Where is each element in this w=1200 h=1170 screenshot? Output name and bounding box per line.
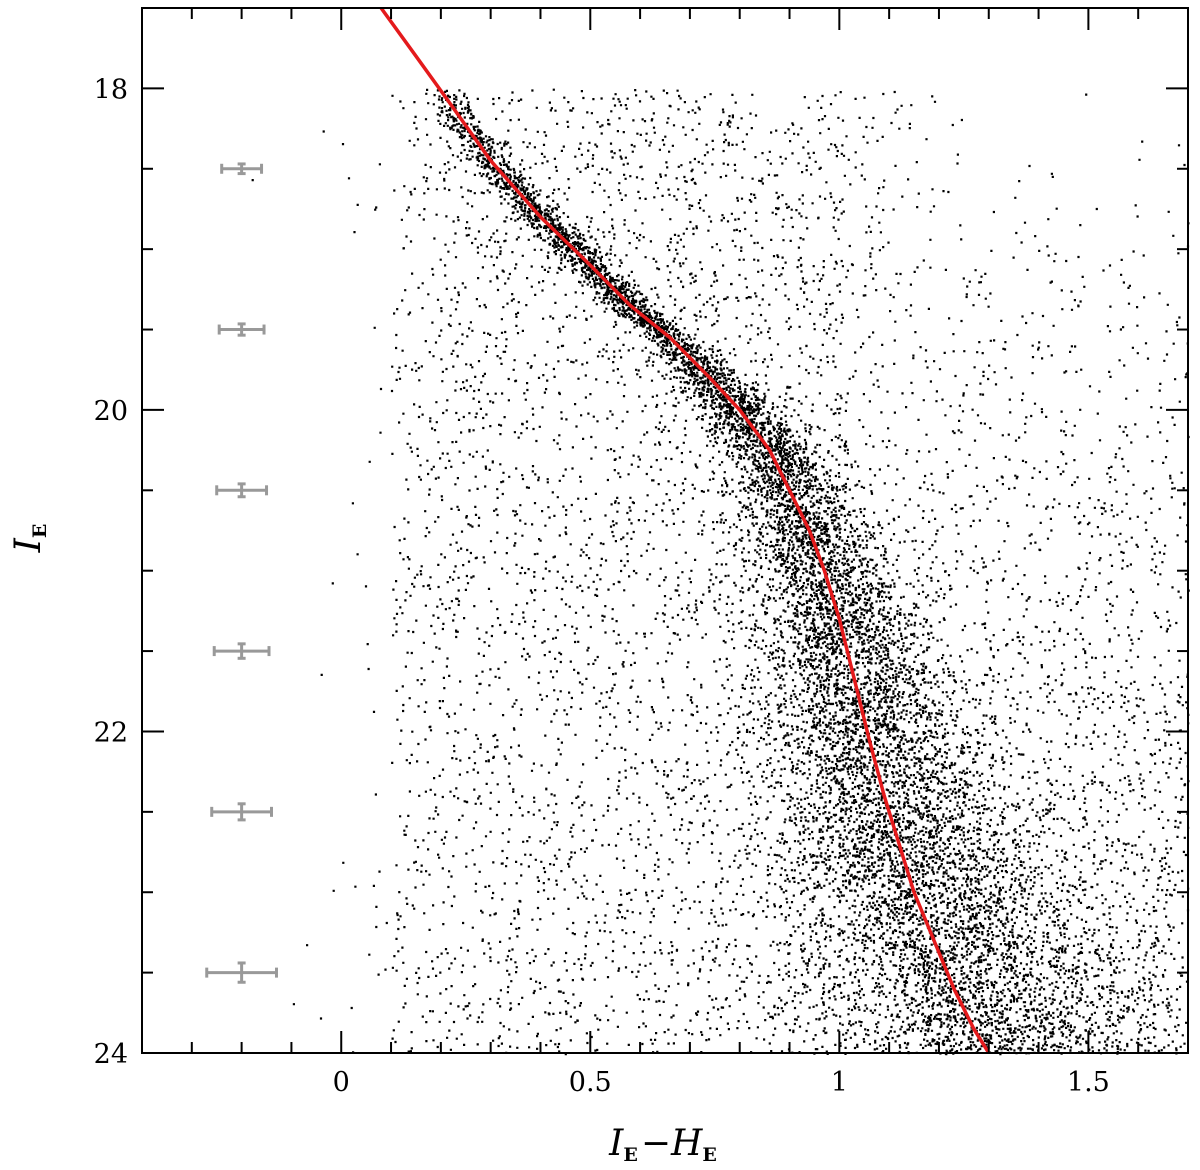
plot-frame — [141, 7, 1189, 1054]
star-points — [251, 88, 1190, 1056]
error-bar — [210, 802, 274, 822]
isochrone-line — [379, 8, 991, 1053]
x-axis-label: IE−HE — [608, 1123, 717, 1166]
error-bar — [205, 961, 278, 984]
y-tick-label: 24 — [94, 1039, 128, 1070]
scatter-points — [251, 88, 1190, 1056]
x-tick-label: 0 — [333, 1067, 350, 1098]
plot-border — [141, 7, 1189, 1054]
isochrone-layer — [379, 8, 991, 1053]
y-axis-label: IE — [8, 524, 51, 554]
error-bar — [215, 482, 269, 499]
y-tick-label: 22 — [94, 717, 128, 748]
error-bar — [212, 642, 271, 660]
x-tick-label: 1 — [831, 1067, 848, 1098]
y-tick-label: 20 — [94, 396, 128, 427]
y-axis-ticks: 18 20 22 24 — [94, 7, 1188, 1070]
x-tick-label: 0.5 — [569, 1067, 612, 1098]
error-bars — [205, 162, 278, 984]
x-tick-label: 1.5 — [1067, 1067, 1110, 1098]
error-bar — [217, 322, 266, 337]
x-axis-ticks: 0 0.5 1 1.5 — [141, 8, 1189, 1098]
y-tick-label: 18 — [94, 74, 128, 105]
error-bar — [220, 162, 264, 176]
